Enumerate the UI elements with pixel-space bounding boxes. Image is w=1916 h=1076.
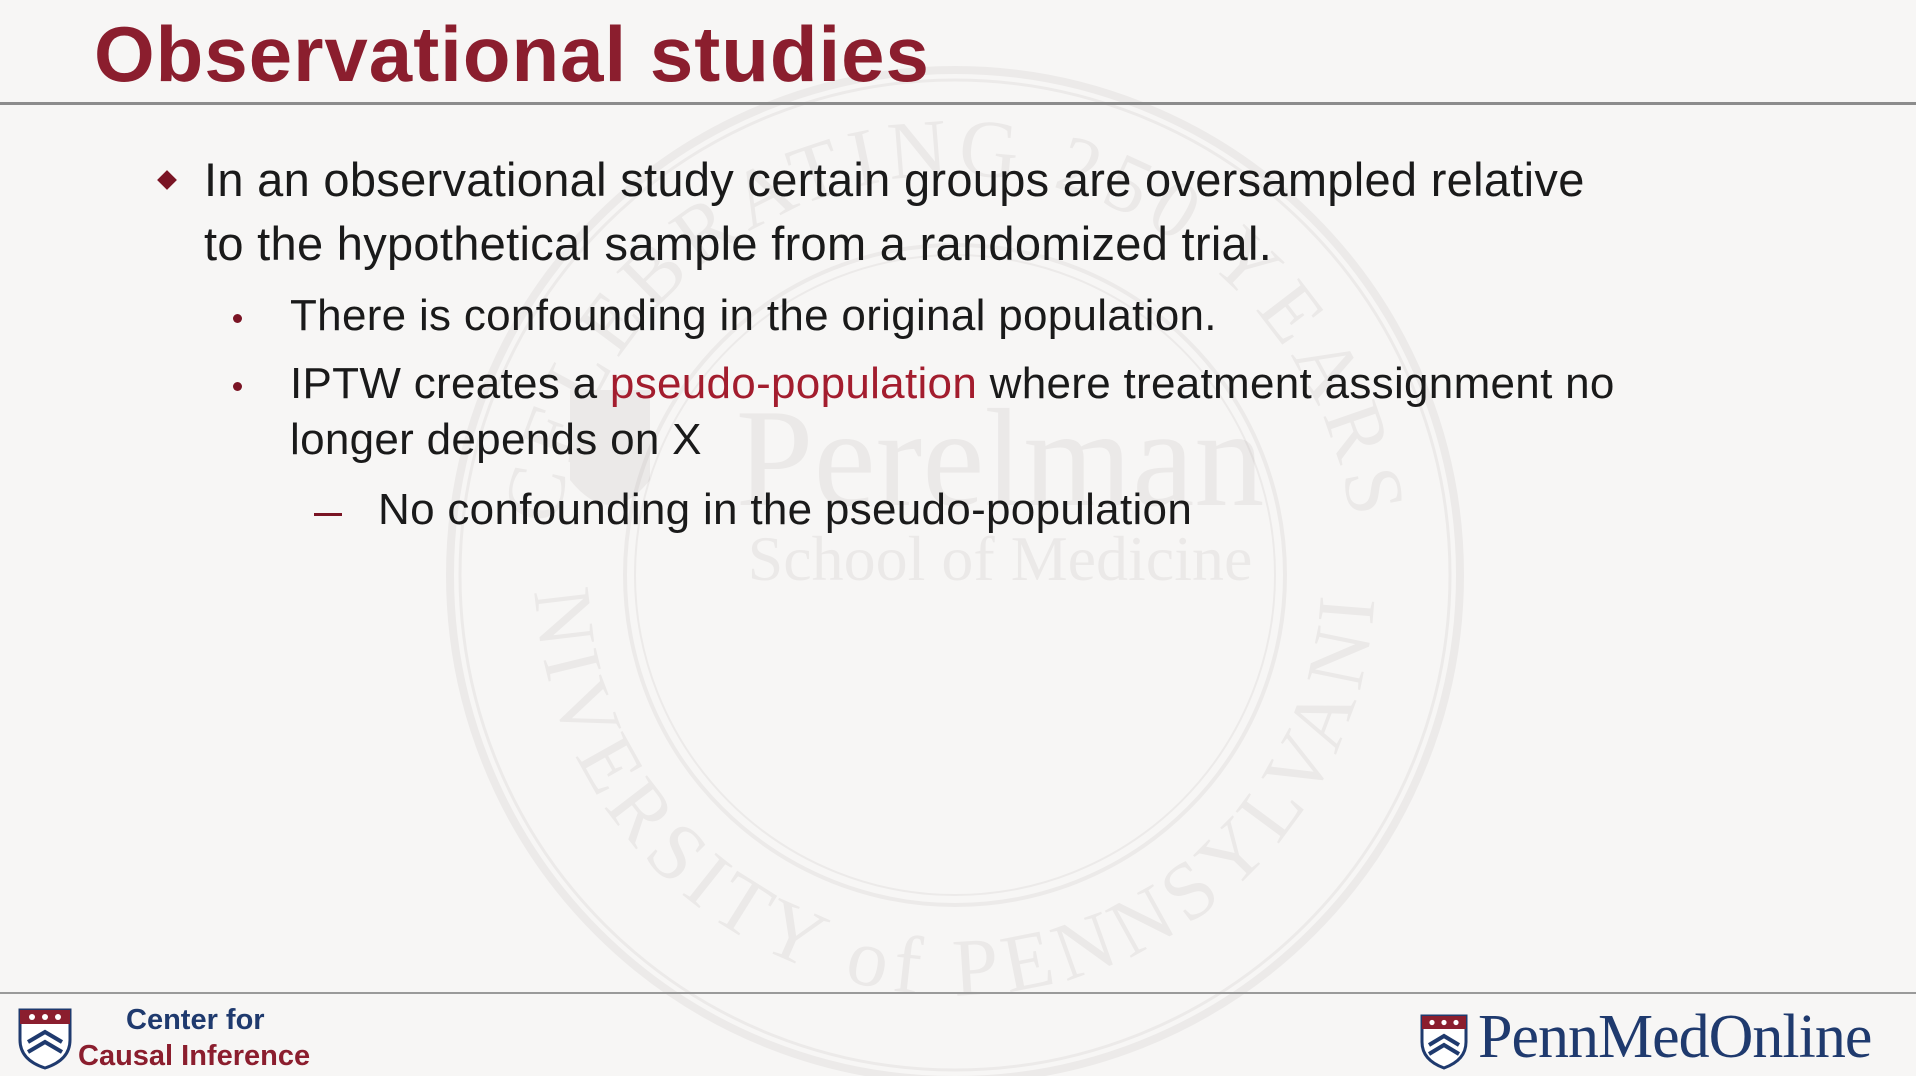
bullet-1-line-2: to the hypothetical sample from a random… [204, 217, 1273, 270]
penn-shield-icon [1420, 1014, 1468, 1070]
penn-shield-icon [18, 1008, 72, 1070]
sub-bullet-2-line-2: longer depends on X [290, 415, 702, 464]
sub-sub-bullet-1: No confounding in the pseudo-population [378, 485, 1193, 534]
title-divider [0, 102, 1916, 105]
footer-left-line1: Center for [126, 1004, 265, 1036]
sub-bullet-2-line-1: IPTW creates a pseudo-population where t… [290, 358, 1615, 411]
penn-seal-watermark: CELEBRATING 250 YEARS UNIVERSITY of PENN… [440, 60, 1464, 1076]
footer-divider [0, 992, 1916, 994]
dot-bullet-icon [233, 314, 242, 323]
diamond-bullet-icon [157, 170, 177, 190]
dot-bullet-icon [233, 382, 242, 391]
pennmedonline-wordmark: PennMedOnline [1478, 1003, 1872, 1071]
slide-title: Observational studies [94, 10, 930, 98]
bullet-1-line-1: In an observational study certain groups… [204, 153, 1585, 206]
sub-bullet-2-prefix: IPTW creates a [290, 359, 610, 408]
center-causal-inference-logo: Center for Causal Inference [18, 1004, 338, 1074]
pseudo-population-highlight: pseudo-population [609, 359, 978, 408]
footer-left-line2: Causal Inference [78, 1040, 311, 1072]
sub-bullet-1: There is confounding in the original pop… [290, 291, 1217, 340]
pennmedonline-logo: PennMedOnline [1420, 1003, 1910, 1072]
dash-bullet-icon [314, 513, 342, 516]
sub-bullet-2-suffix: where treatment assignment no [977, 359, 1615, 408]
